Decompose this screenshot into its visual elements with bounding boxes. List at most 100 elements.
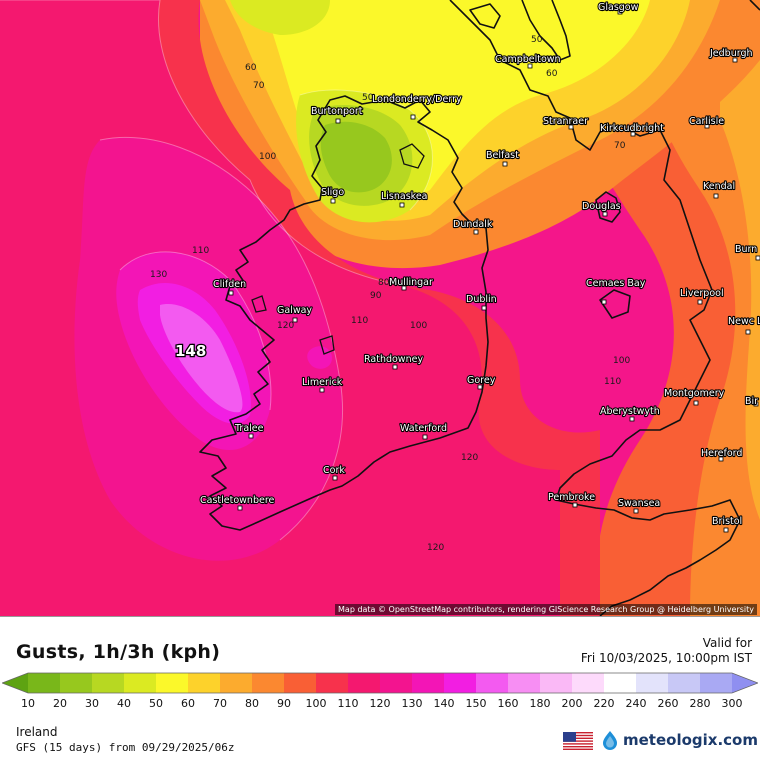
city-marker <box>753 401 759 407</box>
city-campbeltown[interactable]: Campbeltown <box>494 53 562 69</box>
legend-panel: Gusts, 1h/3h (kph) Valid for Fri 10/03/2… <box>0 616 760 761</box>
city-label: Kirkcudbright <box>600 123 664 134</box>
colorbar-tick-40: 40 <box>117 697 131 710</box>
city-kirkcudbright[interactable]: Kirkcudbright <box>599 122 665 137</box>
colorbar-tick-20: 20 <box>53 697 67 710</box>
city-carlisle[interactable]: Carlisle <box>688 115 725 129</box>
colorbar-segment <box>476 673 509 693</box>
city-waterford[interactable]: Waterford <box>399 422 448 440</box>
city-stranraer[interactable]: Stranraer <box>542 115 589 130</box>
colorbar-tick-130: 130 <box>401 697 423 710</box>
colorbar-segment <box>2 673 28 693</box>
map-attribution[interactable]: Map data © OpenStreetMap contributors, r… <box>335 604 757 615</box>
colorbar-segment <box>284 673 317 693</box>
city-label: Sligo <box>321 187 344 198</box>
city-limerick[interactable]: Limerick <box>301 376 344 393</box>
colorbar-tick-30: 30 <box>85 697 99 710</box>
city-label: Pembroke <box>548 492 595 503</box>
colorbar-segment <box>316 673 349 693</box>
city-cork[interactable]: Cork <box>322 464 346 481</box>
model-label: GFS (15 days) from 09/29/2025/06z <box>16 741 235 754</box>
city-sligo[interactable]: Sligo <box>320 186 345 204</box>
colorbar-segment <box>508 673 541 693</box>
city-galway[interactable]: Galway <box>276 304 314 323</box>
field-band-40-top <box>230 0 330 35</box>
contour-label-120: 120 <box>277 321 294 331</box>
city-belfast[interactable]: Belfast <box>485 149 520 167</box>
contour-label-70: 70 <box>253 81 265 91</box>
city-jedburgh[interactable]: Jedburgh <box>708 47 754 63</box>
colorbar-segment <box>252 673 285 693</box>
colorbar-segment <box>348 673 381 693</box>
city-bristol[interactable]: Bristol <box>711 515 743 533</box>
city-marker <box>237 505 243 511</box>
colorbar-tick-110: 110 <box>337 697 359 710</box>
city-montgomery[interactable]: Montgomery <box>663 387 726 406</box>
city-marker <box>732 57 738 63</box>
city-dundalk[interactable]: Dundalk <box>452 218 494 235</box>
city-marker <box>704 123 710 129</box>
colorbar-tick-180: 180 <box>529 697 551 710</box>
colorbar-tick-50: 50 <box>149 697 163 710</box>
city-kendal[interactable]: Kendal <box>702 180 736 199</box>
city-lisnaskea[interactable]: Lisnaskea <box>380 190 429 208</box>
city-rathdowney[interactable]: Rathdowney <box>363 353 425 370</box>
colorbar-segment <box>220 673 253 693</box>
brand-name: meteologix.com <box>623 731 758 749</box>
city-liverpool[interactable]: Liverpool <box>679 287 725 305</box>
city-marker <box>335 118 341 124</box>
colorbar-segment <box>412 673 445 693</box>
colorbar-segment <box>572 673 605 693</box>
city-hereford[interactable]: Hereford <box>700 447 744 462</box>
city-aberystwyth[interactable]: Aberystwyth <box>599 405 661 422</box>
contour-label-90: 90 <box>370 291 382 301</box>
city-label: Cemaes Bay <box>586 278 646 289</box>
city-label: Burtonport <box>311 106 363 117</box>
brand-logo[interactable]: meteologix.com <box>600 729 758 751</box>
valid-for-label: Valid for <box>702 636 752 650</box>
city-burn[interactable]: Burn <box>734 243 760 261</box>
city-label: Burn <box>735 244 757 255</box>
city-douglas[interactable]: Douglas <box>581 200 622 217</box>
city-marker <box>723 527 729 533</box>
city-label: Limerick <box>302 377 343 388</box>
city-label: Rathdowney <box>364 354 423 365</box>
city-burtonport[interactable]: Burtonport <box>310 105 364 124</box>
kintyre-coastline <box>521 0 571 61</box>
city-bir[interactable]: Bir <box>744 395 759 408</box>
city-londonderry-derry[interactable]: Londonderry/Derry <box>371 93 463 120</box>
city-label: Castletownbere <box>200 495 275 506</box>
city-pembroke[interactable]: Pembroke <box>547 491 596 508</box>
colorbar-segment <box>124 673 157 693</box>
city-dublin[interactable]: Dublin <box>465 293 498 311</box>
city-swansea[interactable]: Swansea <box>617 497 661 514</box>
gust-map[interactable]: 50 60 60 70 50 70 100 110 130 80 90 110 100 120 100 110… <box>0 0 760 616</box>
city-clifden[interactable]: Clifden <box>212 278 247 296</box>
city-newc-lym[interactable]: Newc Lym <box>727 315 760 335</box>
city-gorey[interactable]: Gorey <box>466 374 497 390</box>
city-marker <box>248 433 254 439</box>
city-label: Lisnaskea <box>381 191 428 202</box>
city-tralee[interactable]: Tralee <box>233 422 265 439</box>
city-marker <box>713 193 719 199</box>
max-gust-label: 148 <box>175 342 206 360</box>
colorbar-tick-100: 100 <box>305 697 327 710</box>
city-labels: Glasgow Campbeltown Jedburgh Burtonport Lond… <box>199 1 760 533</box>
city-mullingar[interactable]: Mullingar <box>388 276 434 291</box>
lough-derg <box>319 335 335 355</box>
colorbar-segment <box>156 673 189 693</box>
field-spot-130 <box>307 346 332 369</box>
colorbar-segment <box>700 673 733 693</box>
city-cemaes-bay[interactable]: Cemaes Bay <box>585 277 647 305</box>
city-glasgow[interactable]: Glasgow <box>597 1 640 15</box>
region-label: Ireland <box>16 725 58 739</box>
contour-130 <box>119 251 272 411</box>
city-marker <box>718 456 724 462</box>
city-castletownbere[interactable]: Castletownbere <box>199 494 276 511</box>
city-label: Stranraer <box>543 116 588 127</box>
city-marker <box>477 384 483 390</box>
city-marker <box>473 229 479 235</box>
contour-label-80: 80 <box>378 278 390 288</box>
city-label: Clifden <box>213 279 246 290</box>
city-label: Dundalk <box>453 219 493 230</box>
